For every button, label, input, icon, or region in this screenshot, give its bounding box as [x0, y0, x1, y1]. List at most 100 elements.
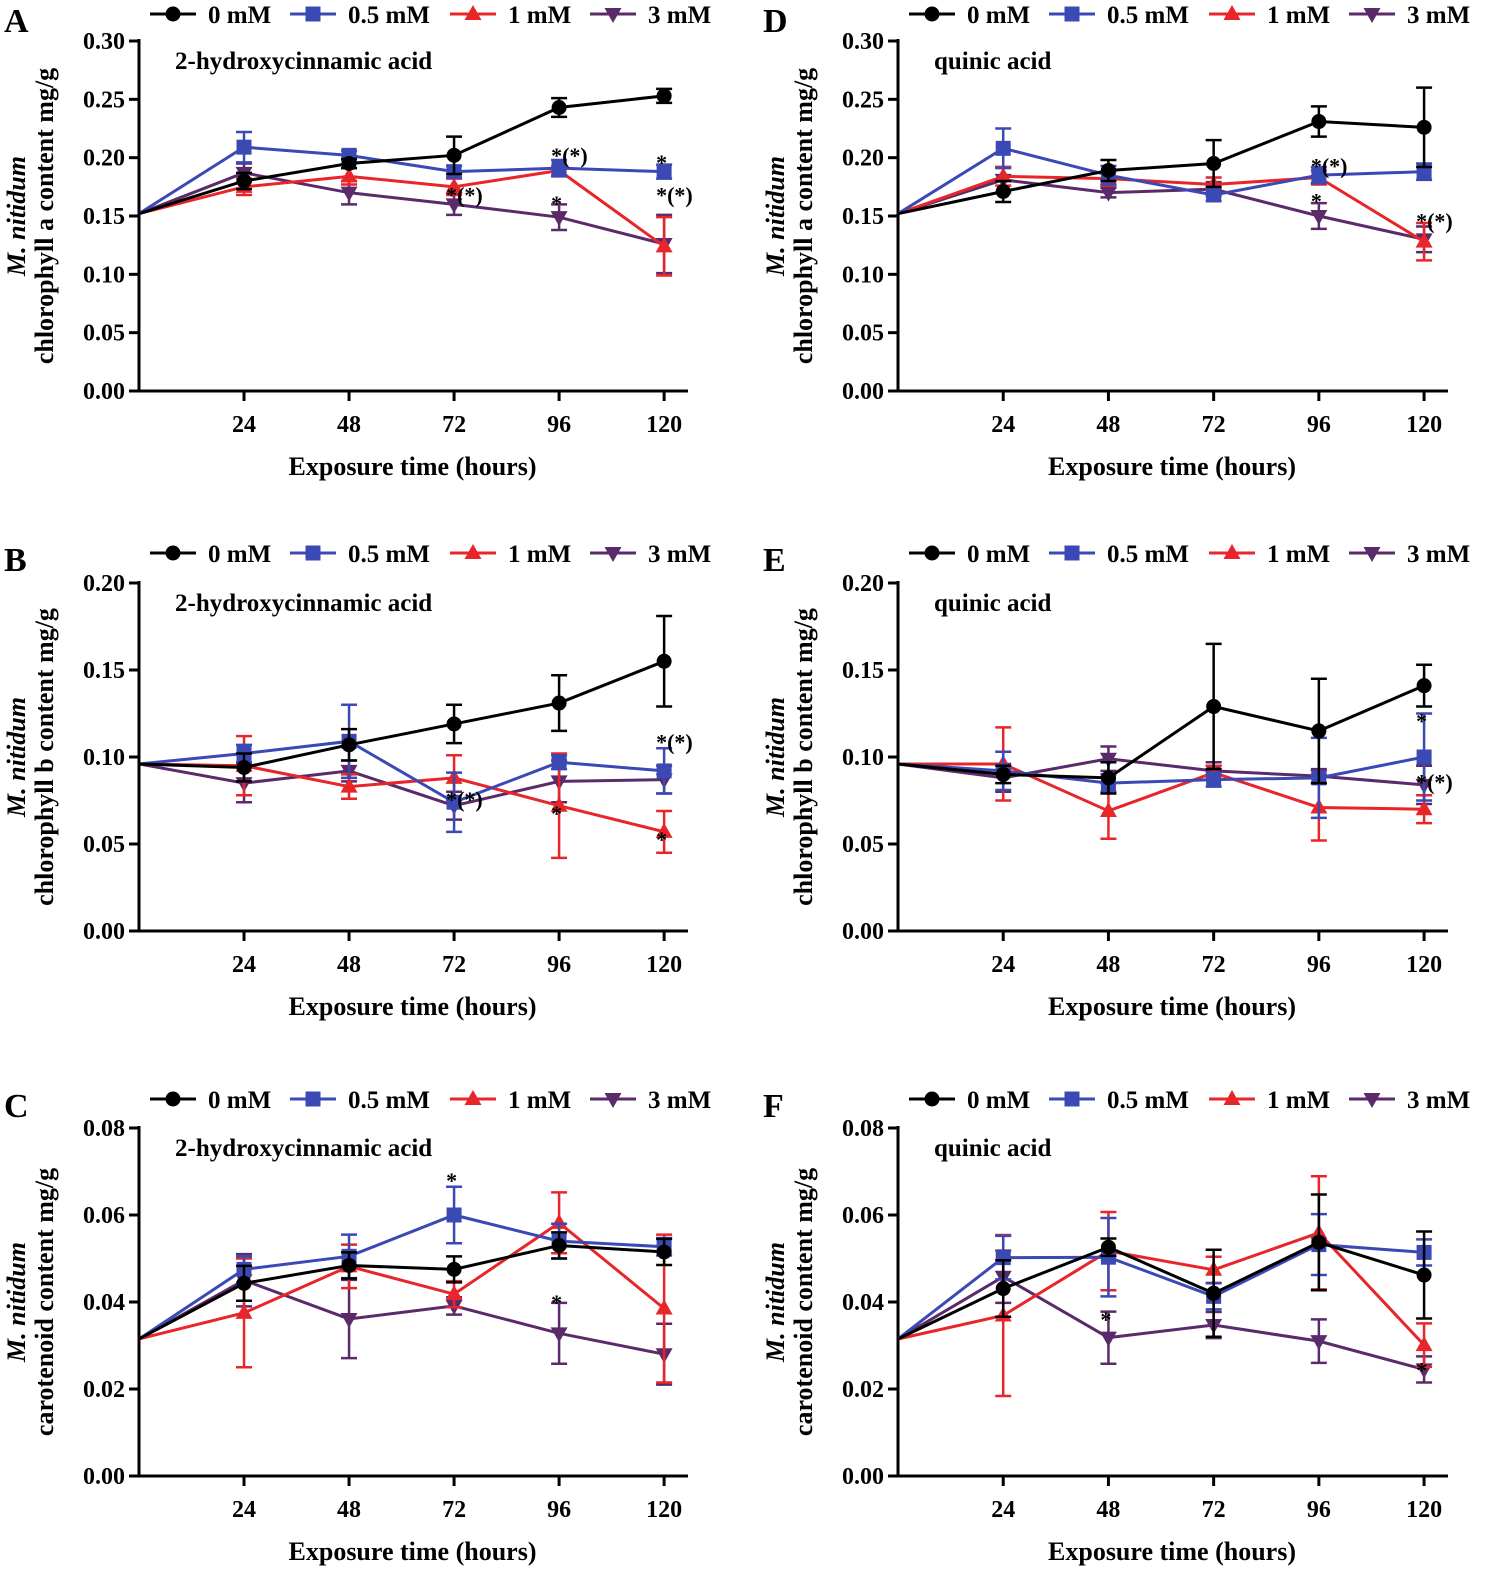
x-tick-label: 72	[442, 1497, 466, 1523]
series-line	[138, 168, 665, 248]
x-tick-label: 48	[1096, 952, 1120, 978]
legend-label: 3 mM	[648, 541, 711, 568]
legend-marker	[165, 6, 181, 22]
data-point	[1416, 678, 1432, 694]
legend: 0 mM 0.5 mM 1 mM 3 mM	[909, 2, 1470, 29]
x-tick-label: 96	[547, 1497, 571, 1523]
panel-b: B 0 mM 0.5 mM 1 mM 3 mM 0.00 0.05 0.10 0.15 0.20 2…	[2, 541, 711, 1021]
x-tick-label: 72	[1202, 412, 1226, 438]
series-1-mmmm	[898, 726, 1433, 842]
data-point	[1311, 167, 1327, 183]
legend-marker	[604, 1093, 622, 1108]
series-line	[897, 684, 1425, 780]
series-0-mmmm	[138, 614, 673, 783]
legend-label: 3 mM	[1407, 1087, 1470, 1114]
data-point	[995, 140, 1011, 156]
y-tick-label: 0.10	[83, 262, 125, 288]
x-tick-label: 24	[991, 1497, 1015, 1523]
y-tick-label: 0.04	[83, 1290, 125, 1316]
y-axis-label-species: M. nitidum	[2, 1242, 31, 1363]
y-tick-label: 0.00	[83, 379, 125, 405]
series-1-mmmm	[138, 734, 673, 860]
significance-mark: *(*)	[551, 143, 588, 168]
data-point	[995, 184, 1011, 199]
data-point	[550, 1327, 568, 1343]
legend-label: 0 mM	[208, 2, 271, 29]
legend-marker	[1363, 547, 1381, 562]
series-line	[138, 94, 665, 216]
data-point	[994, 167, 1012, 183]
data-point	[550, 796, 568, 812]
series-line	[138, 145, 665, 215]
data-point	[1099, 1331, 1117, 1347]
panel-f: F 0 mM 0.5 mM 1 mM 3 mM 0.00 0.02 0.04 0.06 0.08 2…	[761, 1087, 1470, 1566]
x-tick-label: 96	[547, 952, 571, 978]
significance-mark: *(*)	[1311, 154, 1348, 179]
data-point	[551, 1237, 567, 1253]
series-line	[138, 1213, 665, 1341]
significance-mark: *	[656, 150, 667, 175]
legend-label: 3 mM	[1407, 2, 1470, 29]
x-tick-label: 96	[1307, 1497, 1331, 1523]
y-axis-label-species: M. nitidum	[761, 156, 790, 277]
data-point	[655, 822, 673, 838]
data-point	[656, 88, 672, 104]
panel-d: D 0 mM 0.5 mM 1 mM 3 mM 0.00 0.05 0.10 0.15 0.20 0…	[761, 2, 1470, 481]
legend-label: 0 mM	[208, 541, 271, 568]
data-point	[445, 1285, 463, 1301]
x-tick-label: 24	[991, 952, 1015, 978]
significance-mark: *	[656, 827, 667, 852]
series-3-mmmm	[897, 745, 1433, 806]
y-axis-label: chlorophyll b content mg/g	[30, 608, 59, 906]
x-axis-label: Exposure time (hours)	[1048, 992, 1296, 1021]
legend-marker	[464, 1090, 482, 1105]
data-point	[341, 737, 357, 753]
legend-marker	[1363, 1093, 1381, 1108]
panel-letter: E	[763, 542, 786, 579]
data-point	[551, 100, 567, 115]
series-0-mmmm	[897, 86, 1433, 216]
y-tick-label: 0.06	[83, 1203, 125, 1229]
data-point	[656, 763, 672, 779]
data-point	[1100, 1239, 1116, 1255]
series-line	[897, 755, 1425, 785]
legend-marker	[464, 5, 482, 20]
significance-mark: *	[551, 801, 562, 826]
data-point	[340, 1312, 358, 1328]
data-point	[1415, 1336, 1433, 1352]
data-point	[341, 156, 357, 171]
data-point	[1311, 723, 1327, 739]
y-tick-label: 0.00	[842, 919, 884, 945]
y-tick-label: 0.20	[842, 146, 884, 172]
y-tick-label: 0.30	[842, 29, 884, 55]
y-tick-label: 0.15	[83, 204, 125, 230]
significance-mark: *(*)	[446, 787, 483, 812]
significance-mark: *(*)	[656, 730, 693, 755]
legend-label: 0.5 mM	[1107, 2, 1189, 29]
x-tick-label: 48	[337, 952, 361, 978]
significance-mark: *(*)	[656, 183, 693, 208]
data-point	[236, 139, 252, 155]
panel-letter: A	[4, 3, 29, 40]
legend-marker	[305, 1091, 321, 1107]
x-tick-label: 72	[1202, 1497, 1226, 1523]
data-point	[1416, 119, 1432, 135]
data-point	[550, 1213, 568, 1229]
y-tick-label: 0.05	[842, 321, 884, 347]
data-point	[1206, 772, 1222, 788]
data-point	[236, 173, 252, 189]
chart-title: quinic acid	[934, 1135, 1051, 1162]
significance-mark: *(*)	[1416, 208, 1453, 233]
x-tick-label: 96	[547, 412, 571, 438]
legend-label: 3 mM	[1407, 541, 1470, 568]
y-axis-label-species: M. nitidum	[2, 156, 31, 277]
data-point	[656, 164, 672, 180]
y-tick-label: 0.30	[83, 29, 125, 55]
legend: 0 mM 0.5 mM 1 mM 3 mM	[909, 541, 1470, 568]
series-line	[897, 757, 1425, 787]
x-tick-label: 48	[337, 412, 361, 438]
legend-label: 0 mM	[967, 541, 1030, 568]
y-tick-label: 0.06	[842, 1203, 884, 1229]
series-3-mmmm	[138, 759, 673, 821]
